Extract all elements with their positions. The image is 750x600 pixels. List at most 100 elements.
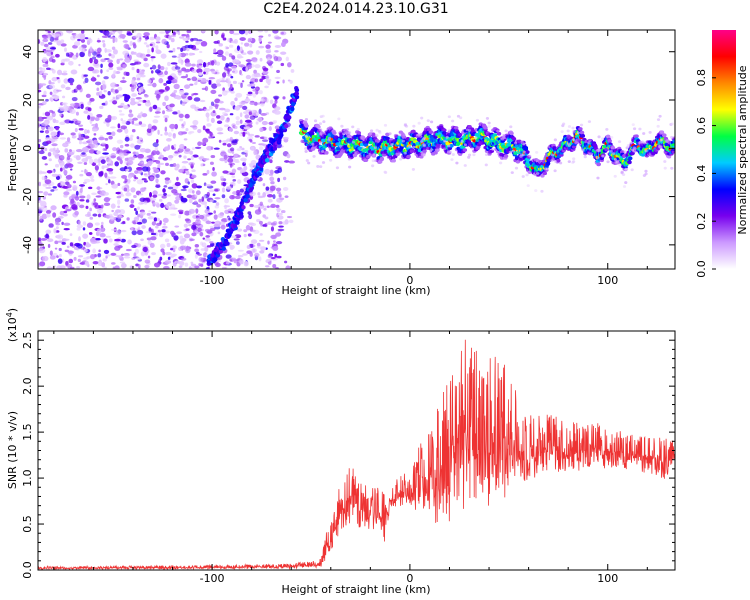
noise-cell [100,159,106,164]
noise-cell [65,260,69,266]
noise-cell [94,117,100,122]
trace-cell [391,158,396,163]
noise-cell [236,189,241,194]
noise-cell [285,56,289,62]
halo-cell [342,132,346,136]
noise-cell [284,260,288,264]
noise-cell [129,204,135,208]
noise-cell [89,97,95,102]
noise-cell [207,61,211,66]
noise-cell [228,53,233,58]
noise-cell [58,132,65,136]
noise-cell [38,211,42,214]
halo-cell [319,132,323,136]
noise-cell [39,261,46,267]
noise-cell [116,66,124,70]
noise-cell [197,141,202,146]
y-tick-label: 40 [21,45,34,59]
noise-cell [259,146,264,151]
noise-cell [49,97,54,101]
noise-cell [265,75,270,80]
noise-cell [74,41,81,47]
noise-cell [104,172,108,178]
colorbar-tick-label: 0.6 [695,117,708,135]
noise-cell [146,44,150,48]
noise-cell [62,167,66,171]
halo-cell [553,159,557,163]
noise-cell [240,42,244,45]
noise-cell [254,64,261,69]
noise-cell [275,187,282,192]
noise-cell [161,195,167,199]
noise-cell [112,30,118,33]
noise-cell [124,178,128,183]
trace-cell [511,137,517,141]
noise-cell [253,150,257,156]
noise-cell [76,224,84,229]
noise-cell [165,31,169,35]
noise-cell [124,166,128,170]
noise-cell [191,224,197,230]
noise-cell [241,52,247,55]
noise-cell [228,217,231,221]
noise-cell [214,188,219,192]
halo-cell [321,114,325,118]
noise-cell [158,89,165,93]
noise-cell [53,33,61,37]
noise-cell [245,59,252,63]
noise-cell [147,123,152,129]
noise-cell [204,209,210,214]
halo-cell [504,129,508,133]
noise-cell [42,38,49,43]
noise-cell [203,71,206,75]
noise-cell [111,209,114,213]
noise-cell [96,74,100,78]
noise-cell [181,101,186,107]
noise-cell [76,265,81,269]
spectrogram-x-axis-label: Height of straight line (km) [281,284,430,297]
noise-cell [131,230,137,236]
noise-cell [208,76,216,80]
noise-cell [143,32,150,37]
noise-cell [46,170,53,174]
noise-cell [108,171,114,175]
noise-cell [77,120,82,124]
noise-cell [280,51,287,55]
noise-cell [152,190,158,196]
noise-cell [181,126,185,129]
noise-cell [259,250,265,254]
noise-cell [85,93,91,98]
noise-cell [147,83,153,86]
noise-cell [147,255,151,259]
noise-cell [156,95,160,101]
noise-cell [61,72,68,76]
noise-cell [178,147,185,153]
noise-cell [188,208,196,214]
noise-cell [239,119,243,124]
noise-cell [204,85,209,92]
snr-plot-area [38,339,675,570]
noise-cell [84,77,89,83]
noise-cell [96,40,101,43]
noise-cell [244,149,249,154]
colorbar-ticks: 0.00.20.40.60.8 [695,69,716,278]
trace-cell [517,139,522,144]
noise-cell [205,112,210,118]
noise-cell [70,168,73,171]
noise-cell [258,256,262,262]
noise-cell [152,104,158,110]
halo-cell [383,123,388,127]
halo-cell [348,165,352,169]
noise-cell [139,197,146,203]
noise-cell [126,160,134,165]
halo-cell [313,119,318,123]
noise-cell [137,84,141,87]
noise-cell [174,181,181,187]
halo-cell [456,114,461,118]
noise-cell [214,205,220,209]
trace-cell [379,157,385,162]
noise-cell [166,80,172,85]
noise-cell [262,67,269,72]
noise-cell [191,68,197,74]
noise-cell [101,165,105,170]
